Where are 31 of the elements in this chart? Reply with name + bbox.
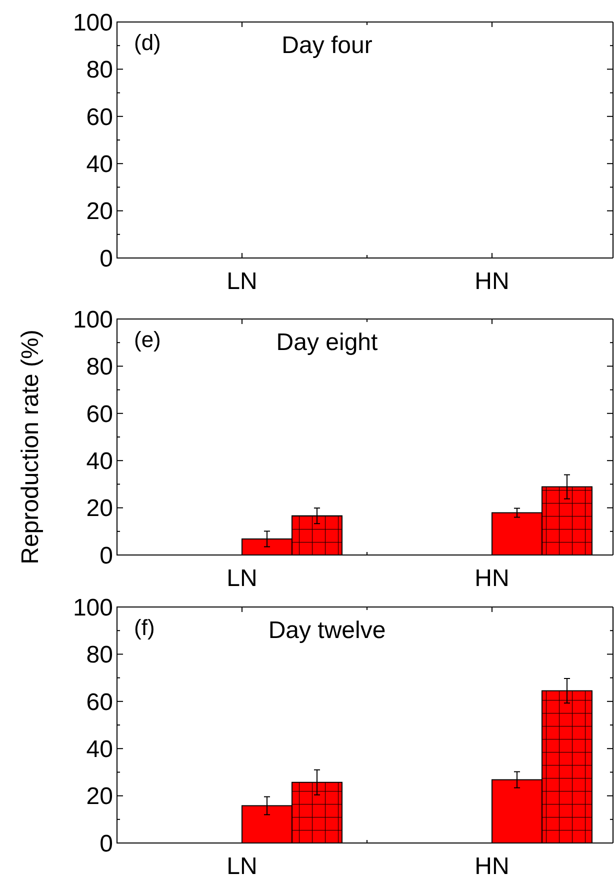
x-tick-label: HN (474, 565, 510, 592)
annotation: (e) (134, 327, 161, 352)
y-tick-label: 80 (86, 354, 113, 381)
y-tick-label: 80 (86, 642, 113, 669)
y-axis-title: Reproduction rate (%) (17, 330, 44, 564)
y-tick-label: 20 (86, 198, 113, 226)
y-tick-label: 100 (72, 306, 113, 334)
y-tick-label: 0 (100, 245, 113, 272)
y-tick-label: 40 (86, 151, 113, 178)
y-tick-label: 100 (72, 9, 113, 36)
y-tick-label: 0 (100, 542, 113, 570)
x-tick-label: LN (226, 853, 258, 880)
y-tick-label: 60 (86, 104, 113, 131)
x-tick-label: HN (474, 268, 510, 295)
annotation: (f) (134, 615, 155, 640)
y-tick-label: 60 (86, 400, 113, 428)
chart-title: Day eight (276, 329, 378, 356)
y-tick-label: 40 (86, 736, 113, 763)
y-tick-label: 0 (100, 830, 113, 858)
chart-title: Day four (282, 32, 372, 59)
y-tick-label: 60 (86, 688, 113, 716)
y-tick-label: 80 (86, 56, 113, 84)
x-tick-label: LN (226, 268, 258, 295)
y-tick-label: 20 (86, 783, 113, 810)
y-tick-label: 20 (86, 495, 113, 522)
y-tick-label: 100 (72, 594, 113, 622)
y-tick-label: 40 (86, 448, 113, 475)
chart-title: Day twelve (268, 617, 386, 644)
x-tick-label: LN (226, 565, 258, 592)
annotation: (d) (134, 30, 161, 55)
x-tick-label: HN (474, 853, 510, 880)
